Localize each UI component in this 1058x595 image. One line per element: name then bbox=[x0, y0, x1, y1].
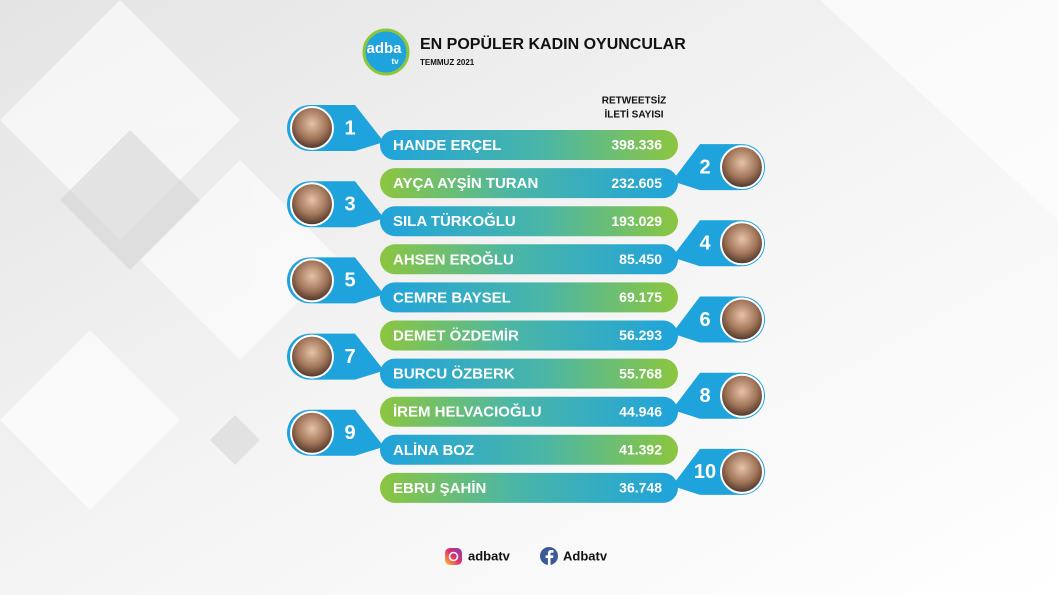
row-name: BURCU ÖZBERK bbox=[393, 366, 515, 383]
photo bbox=[720, 373, 764, 418]
row-value: 56.293 bbox=[619, 327, 662, 343]
row-name: EBRU ŞAHİN bbox=[393, 480, 486, 497]
rank-number: 10 bbox=[694, 461, 716, 483]
row-value: 232.605 bbox=[611, 175, 662, 191]
row-value: 69.175 bbox=[619, 289, 662, 305]
rank-number: 4 bbox=[699, 233, 711, 255]
rank-number: 5 bbox=[344, 270, 355, 292]
row-bar bbox=[380, 244, 678, 275]
photo bbox=[720, 297, 764, 342]
row-bar bbox=[380, 396, 678, 427]
row-value: 36.748 bbox=[619, 480, 662, 496]
subtitle: TEMMUZ 2021 bbox=[420, 58, 475, 67]
row-bar bbox=[380, 472, 678, 503]
row-name: HANDE ERÇEL bbox=[393, 137, 501, 154]
instagram-icon bbox=[445, 548, 462, 565]
row-value: 41.392 bbox=[619, 442, 662, 458]
facebook-glyph bbox=[545, 550, 554, 565]
photo bbox=[290, 258, 334, 303]
row-bar bbox=[380, 130, 678, 160]
row-name: SILA TÜRKOĞLU bbox=[393, 212, 516, 230]
instagram-icon-lens bbox=[448, 551, 459, 562]
row-name: AHSEN EROĞLU bbox=[393, 250, 514, 268]
photo bbox=[290, 182, 334, 227]
ranking: 1 2 3 4 5 6 7 8 9 10 HANDE ERÇEL 398.336 AYÇA AYŞİN … bbox=[287, 105, 766, 503]
logo-text: adba bbox=[366, 40, 402, 57]
row-bar bbox=[380, 320, 678, 351]
row-value: 193.029 bbox=[611, 213, 662, 229]
photo bbox=[720, 145, 764, 190]
row-name: ALİNA BOZ bbox=[393, 442, 474, 459]
row-name: AYÇA AYŞİN TURAN bbox=[393, 175, 538, 192]
facebook-handle: Adbatv bbox=[563, 548, 608, 563]
row-name: İREM HELVACIOĞLU bbox=[393, 403, 542, 421]
background-shapes-dark bbox=[60, 130, 260, 465]
row-value: 398.336 bbox=[611, 137, 662, 153]
photo bbox=[290, 410, 334, 455]
rank-number: 2 bbox=[699, 156, 710, 178]
column-header: İLETİ SAYISI bbox=[604, 108, 663, 121]
rank-bars: HANDE ERÇEL 398.336 AYÇA AYŞİN TURAN 232.60… bbox=[380, 130, 678, 503]
column-header: RETWEETSİZ bbox=[602, 94, 666, 107]
row-name: DEMET ÖZDEMİR bbox=[393, 327, 519, 344]
rank-badges: 1 2 3 4 5 6 7 8 9 10 bbox=[287, 105, 766, 495]
rank-number: 1 bbox=[344, 117, 355, 139]
rank-number: 9 bbox=[344, 422, 355, 444]
photo bbox=[290, 334, 334, 379]
title: EN POPÜLER KADIN OYUNCULAR bbox=[420, 34, 686, 53]
row-bar bbox=[380, 282, 678, 313]
row-name: CEMRE BAYSEL bbox=[393, 289, 511, 306]
row-value: 44.946 bbox=[619, 403, 662, 419]
photo bbox=[290, 106, 334, 150]
logo bbox=[362, 28, 410, 76]
row-value: 85.450 bbox=[619, 251, 662, 267]
rank-number: 6 bbox=[699, 309, 710, 331]
rank-number: 8 bbox=[699, 385, 710, 407]
row-bar bbox=[380, 434, 678, 465]
rank-number: 7 bbox=[344, 346, 355, 368]
row-bar bbox=[380, 206, 678, 237]
photo bbox=[720, 221, 764, 266]
photo bbox=[720, 449, 764, 494]
logo-sub: tv bbox=[391, 57, 399, 66]
row-value: 55.768 bbox=[619, 365, 662, 381]
row-bar bbox=[380, 358, 678, 389]
row-bar bbox=[380, 168, 678, 199]
rank-number: 3 bbox=[344, 193, 355, 215]
instagram-handle: adbatv bbox=[468, 548, 511, 563]
